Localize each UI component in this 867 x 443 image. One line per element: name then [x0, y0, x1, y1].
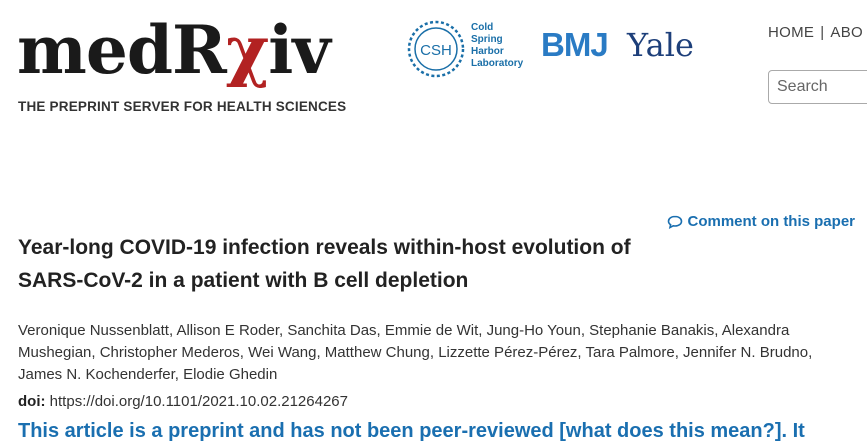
nav-separator: |: [820, 24, 825, 41]
site-tagline: THE PREPRINT SERVER FOR HEALTH SCIENCES: [18, 99, 347, 114]
comment-link-label: Comment on this paper: [687, 213, 855, 230]
preprint-notice[interactable]: This article is a preprint and has not b…: [18, 420, 805, 442]
title-line-2: SARS-CoV-2 in a patient with B cell depl…: [18, 269, 469, 292]
search-input[interactable]: [768, 70, 867, 104]
logo-prefix: medR: [17, 11, 227, 89]
doi-label: doi:: [18, 393, 46, 410]
doi-link[interactable]: https://doi.org/10.1101/2021.10.02.21264…: [49, 393, 348, 410]
csh-line: Harbor: [471, 46, 504, 57]
doi-line: doi: https://doi.org/10.1101/2021.10.02.…: [18, 393, 348, 410]
csh-line: Cold: [471, 22, 494, 33]
logo-chi: χ: [225, 11, 269, 89]
nav-about-link[interactable]: ABO: [830, 24, 863, 41]
nav-home-link[interactable]: HOME: [768, 24, 815, 41]
title-line-1: Year-long COVID-19 infection reveals wit…: [18, 236, 631, 259]
comment-icon: [668, 215, 683, 229]
csh-partner-name[interactable]: Cold Spring Harbor Laboratory: [471, 22, 523, 70]
csh-emblem-text: CSH: [420, 42, 452, 59]
article-title: Year-long COVID-19 infection reveals wit…: [18, 231, 668, 297]
logo-suffix: iv: [268, 11, 330, 89]
csh-emblem-icon[interactable]: CSH: [405, 18, 467, 80]
yale-logo[interactable]: Yale: [627, 26, 694, 64]
author-list: Veronique Nussenblatt, Allison E Roder, …: [18, 322, 813, 383]
csh-line: Laboratory: [471, 58, 524, 69]
bmj-logo[interactable]: BMJ: [541, 26, 609, 63]
top-nav: HOME | ABO: [768, 24, 863, 41]
comment-on-paper-link[interactable]: Comment on this paper: [667, 213, 855, 230]
medrxiv-logo[interactable]: medRχiv: [17, 8, 331, 92]
csh-line: Spring: [471, 34, 503, 45]
